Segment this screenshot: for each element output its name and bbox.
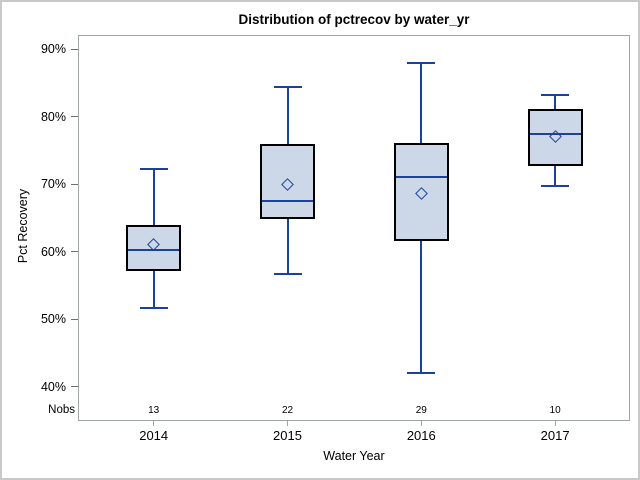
box-whisker-cap-bottom [139,306,168,309]
box-whisker-cap-top [139,168,168,171]
y-tick-mark [71,386,78,388]
y-tick-mark [71,318,78,320]
box-body [260,143,315,220]
y-tick-label: 80% [40,109,66,124]
box-whisker-cap-bottom [541,185,570,188]
nobs-value: 13 [148,405,160,416]
y-tick-mark [71,116,78,118]
box-whisker-cap-top [273,85,302,88]
box-median-line [128,249,180,252]
x-tick-label: 2016 [406,428,436,443]
box-whisker-cap-top [407,62,436,65]
box-body [393,142,449,241]
x-tick-mark [287,421,288,426]
box-body [126,225,182,271]
x-tick-mark [554,421,556,426]
x-tick-label: 2014 [139,428,169,443]
y-tick-mark [71,251,78,253]
box-median-line [262,200,313,202]
nobs-value: 10 [549,405,561,416]
x-tick-label: 2015 [273,428,302,443]
box-whisker-cap-top [541,94,570,97]
x-tick-mark [420,421,422,426]
y-axis-title: Pct Recovery [16,188,30,264]
y-tick-label: 60% [40,244,66,259]
x-axis-title: Water Year [323,449,385,463]
nobs-row-label: Nobs [48,404,75,416]
box-body [527,108,583,166]
box-median-line [395,176,447,179]
y-tick-label: 90% [40,42,66,57]
box-whisker-cap-bottom [407,372,436,375]
y-tick-mark [71,48,78,50]
x-tick-mark [153,421,155,426]
y-tick-label: 40% [40,379,66,394]
y-tick-label: 50% [40,312,66,327]
chart-title: Distribution of pctrecov by water_yr [238,12,470,27]
y-tick-label: 70% [40,177,66,192]
nobs-value: 29 [415,405,427,416]
box-median-line [529,132,581,135]
box-whisker-cap-bottom [273,272,302,275]
x-tick-label: 2017 [540,428,570,443]
y-tick-mark [71,183,78,185]
nobs-value: 22 [281,405,294,416]
